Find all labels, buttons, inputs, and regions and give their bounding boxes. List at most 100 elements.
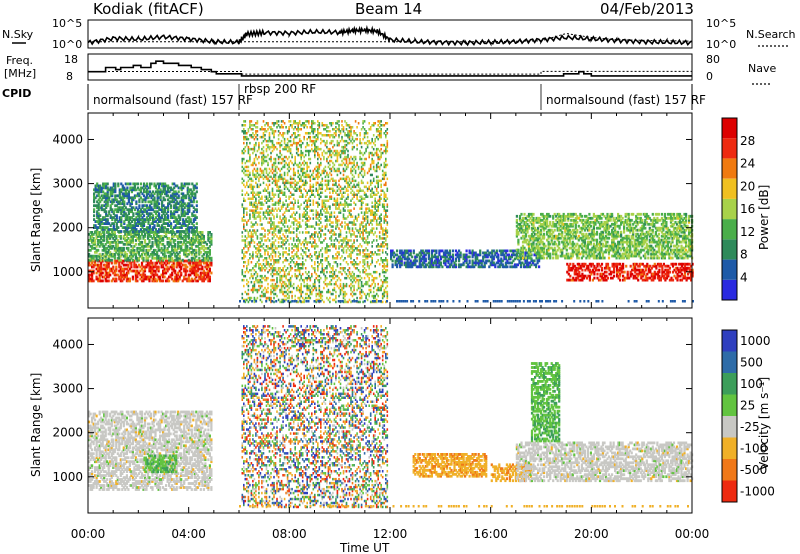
data-cell	[336, 128, 339, 131]
data-cell	[123, 222, 126, 225]
data-cell	[265, 290, 268, 294]
data-cell	[94, 263, 97, 267]
data-cell	[311, 124, 313, 127]
data-cell	[317, 278, 319, 282]
data-cell	[96, 212, 99, 216]
data-cell	[342, 207, 345, 210]
data-cell	[342, 191, 345, 194]
data-cell	[202, 273, 205, 277]
data-cell	[314, 143, 316, 147]
data-cell	[297, 147, 299, 151]
data-cell	[333, 239, 336, 242]
data-cell	[154, 279, 157, 283]
data-cell	[148, 275, 151, 279]
data-cell	[339, 284, 342, 288]
data-cell	[309, 278, 312, 282]
data-cell	[124, 218, 127, 221]
data-cell	[348, 185, 351, 189]
data-cell	[181, 242, 184, 246]
data-cell	[94, 226, 97, 229]
data-cell	[174, 275, 177, 279]
data-cell	[309, 209, 312, 212]
data-cell	[137, 239, 140, 242]
data-cell	[285, 276, 287, 280]
data-cell	[128, 242, 131, 246]
data-cell	[243, 261, 245, 264]
data-cell	[126, 196, 129, 200]
data-cell	[357, 199, 360, 202]
data-cell	[132, 206, 135, 210]
data-cell	[202, 237, 205, 240]
data-cell	[330, 215, 333, 218]
data-cell	[249, 122, 251, 125]
data-cell	[329, 141, 331, 145]
data-cell	[261, 203, 263, 206]
data-cell	[292, 207, 295, 210]
data-cell	[171, 182, 174, 186]
data-cell	[262, 177, 265, 181]
data-cell	[207, 279, 210, 283]
data-cell	[304, 199, 307, 202]
data-cell	[125, 277, 128, 281]
data-cell	[186, 279, 189, 283]
data-cell	[152, 277, 156, 281]
data-cell	[353, 298, 355, 302]
data-cell	[208, 248, 211, 252]
data-cell	[321, 153, 324, 157]
data-cell	[192, 210, 195, 214]
data-cell	[288, 169, 290, 173]
data-cell	[161, 214, 164, 218]
data-cell	[264, 167, 266, 171]
data-cell	[139, 265, 142, 269]
data-cell	[286, 179, 289, 183]
data-cell	[161, 204, 164, 208]
data-cell	[261, 151, 263, 155]
data-cell	[161, 184, 164, 188]
data-cell	[345, 134, 348, 137]
data-cell	[195, 190, 198, 194]
data-cell	[159, 258, 162, 262]
data-cell	[309, 135, 312, 139]
data-cell	[244, 161, 247, 165]
data-cell	[201, 265, 204, 269]
data-cell	[153, 204, 156, 208]
data-cell	[335, 280, 337, 284]
data-cell	[304, 175, 307, 179]
data-cell	[314, 227, 316, 230]
data-cell	[344, 294, 346, 298]
data-cell	[357, 274, 360, 278]
data-cell	[304, 247, 307, 250]
data-cell	[154, 184, 158, 188]
data-cell	[255, 288, 257, 292]
data-cell	[345, 147, 348, 151]
data-cell	[118, 196, 121, 200]
data-cell	[283, 294, 286, 298]
data-cell	[135, 212, 138, 216]
data-cell	[156, 233, 159, 236]
data-cell	[323, 149, 325, 153]
data-cell	[111, 200, 114, 204]
data-cell	[335, 282, 337, 286]
data-cell	[208, 231, 211, 234]
data-cell	[341, 137, 343, 141]
data-cell	[246, 165, 248, 169]
data-cell	[332, 177, 334, 181]
data-cell	[350, 292, 352, 296]
data-cell	[174, 192, 177, 196]
data-cell	[173, 194, 176, 198]
data-cell	[145, 206, 149, 210]
data-cell	[128, 240, 131, 244]
data-cell	[107, 279, 110, 283]
data-cell	[303, 239, 305, 242]
data-cell	[132, 214, 135, 218]
data-cell	[329, 153, 331, 157]
data-cell	[184, 252, 187, 256]
data-cell	[359, 251, 361, 254]
data-cell	[314, 128, 316, 131]
data-cell	[174, 252, 177, 256]
data-cell	[172, 267, 175, 271]
data-cell	[202, 240, 205, 244]
data-cell	[323, 203, 325, 206]
data-cell	[199, 237, 202, 240]
data-cell	[172, 250, 175, 254]
